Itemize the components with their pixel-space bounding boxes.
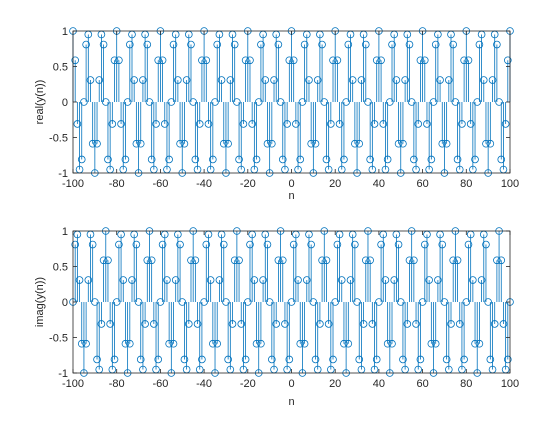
y-tick-label: 0: [62, 97, 68, 109]
x-tick-label: 40: [373, 178, 385, 190]
x-tick-label: 0: [288, 178, 294, 190]
x-tick-label: -20: [240, 178, 256, 190]
x-tick-label: 20: [329, 178, 341, 190]
x-tick-label: 60: [416, 178, 428, 190]
y-tick-label: -0.5: [49, 133, 68, 145]
x-tick-label: -20: [240, 378, 256, 390]
axes-background: [73, 231, 510, 373]
x-tick-label: -60: [152, 378, 168, 390]
y-tick-label: 0.5: [53, 262, 68, 274]
y-tick-label: -0.5: [49, 333, 68, 345]
x-tick-label: 60: [416, 378, 428, 390]
x-tick-label: -40: [196, 378, 212, 390]
x-tick-label: 80: [460, 378, 472, 390]
y-tick-label: -1: [58, 368, 68, 380]
y-tick-label: 1: [62, 226, 68, 238]
x-tick-label: -80: [109, 178, 125, 190]
y-axis-label: real(y(n)): [34, 80, 46, 125]
y-tick-label: 0.5: [53, 62, 68, 74]
y-tick-label: 1: [62, 26, 68, 38]
x-tick-label: -80: [109, 378, 125, 390]
x-tick-label: 100: [501, 378, 519, 390]
x-tick-label: 80: [460, 178, 472, 190]
x-tick-label: 100: [501, 178, 519, 190]
x-tick-label: 40: [373, 378, 385, 390]
x-axis-label: n: [288, 396, 294, 408]
x-tick-label: 0: [288, 378, 294, 390]
x-tick-label: -60: [152, 178, 168, 190]
x-tick-label: -40: [196, 178, 212, 190]
y-tick-label: -1: [58, 168, 68, 180]
x-axis-label: n: [288, 190, 294, 202]
y-axis-label: imag(y(n)): [34, 277, 46, 327]
subplot-real: -100 -80 -60 -40 -20 0 20 40 60 80 100-1-0.500.51 …: [34, 26, 519, 202]
x-tick-label: 20: [329, 378, 341, 390]
y-tick-label: 0: [62, 297, 68, 309]
subplot-imag: -100 -80 -60 -40 -20 0 20 40 60 80 100-1-0.500.51 …: [34, 226, 519, 408]
